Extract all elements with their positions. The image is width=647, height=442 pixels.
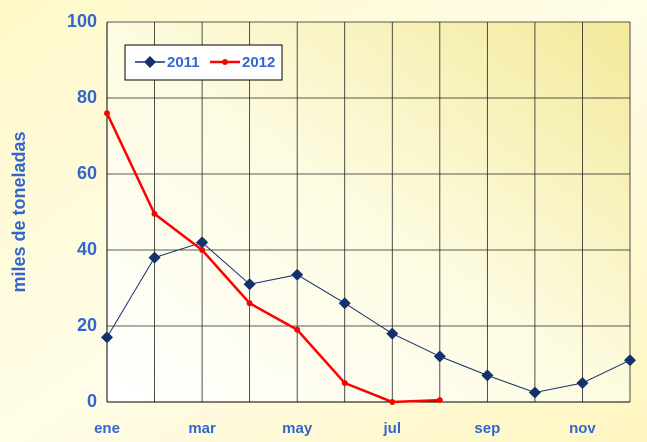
data-point (294, 326, 301, 333)
data-point (481, 369, 494, 382)
data-point (199, 247, 206, 253)
plot-area (107, 22, 630, 402)
data-point (624, 354, 636, 367)
legend-marker (222, 59, 228, 65)
data-point (433, 350, 446, 363)
y-tick-label: 20 (77, 315, 97, 335)
data-point (386, 327, 399, 340)
data-point (101, 331, 113, 344)
y-tick-label: 40 (77, 239, 97, 259)
data-point (291, 268, 304, 281)
data-point (389, 399, 396, 405)
data-point (436, 397, 443, 404)
legend-label: 2011 (167, 54, 200, 71)
y-tick-label: 80 (77, 87, 97, 107)
data-point (528, 386, 541, 399)
y-tick-label: 100 (67, 11, 97, 31)
data-point (243, 278, 256, 291)
y-tick-label: 0 (87, 391, 97, 411)
y-axis-title: miles de toneladas (9, 131, 29, 292)
series-line (105, 112, 440, 404)
x-tick-label: may (282, 420, 313, 437)
data-point (341, 380, 348, 386)
legend-label: 2012 (242, 54, 275, 71)
y-tick-label: 60 (77, 163, 97, 183)
legend-marker (144, 56, 156, 68)
x-tick-label: jul (383, 420, 402, 437)
x-tick-label: nov (569, 420, 596, 437)
x-tick-label: mar (188, 420, 216, 437)
data-point (576, 377, 589, 389)
data-point (338, 297, 351, 310)
data-point (148, 251, 161, 264)
data-point (196, 236, 209, 249)
data-point (151, 210, 158, 217)
legend: 2011 2012 (124, 44, 283, 81)
x-tick-label: ene (94, 420, 120, 437)
data-point (246, 300, 253, 307)
data-point (104, 110, 110, 117)
x-tick-label: sep (474, 420, 500, 437)
